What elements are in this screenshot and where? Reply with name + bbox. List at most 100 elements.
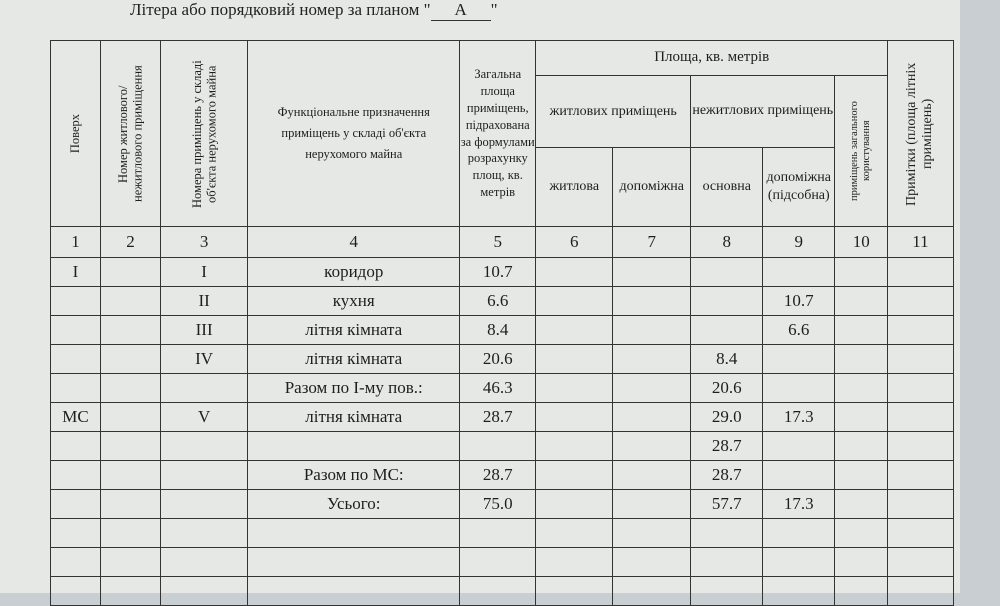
cell: 46.3	[459, 373, 537, 403]
cell	[459, 576, 537, 606]
cell	[100, 518, 161, 548]
cell	[834, 286, 889, 316]
cell: 6.6	[459, 286, 537, 316]
cell	[690, 518, 764, 548]
cell	[459, 547, 537, 577]
cell: 17.3	[762, 489, 836, 519]
cell	[690, 315, 764, 345]
col-header-text: Поверх	[68, 113, 83, 154]
cell	[612, 373, 692, 403]
cell: кухня	[247, 286, 461, 316]
header-letter: А	[430, 0, 491, 21]
cell	[887, 460, 954, 490]
cell	[887, 489, 954, 519]
cell	[159, 576, 249, 606]
col-header-text: приміщень загального користування	[849, 101, 873, 201]
cell	[100, 373, 161, 403]
cell	[887, 373, 954, 403]
cell: Усього:	[247, 489, 461, 519]
cell	[612, 286, 692, 316]
cell	[100, 431, 161, 461]
cell	[159, 489, 249, 519]
cell	[762, 576, 836, 606]
cell	[762, 518, 836, 548]
cell	[612, 257, 692, 287]
col-header: Загальна площа приміщень, підрахована за…	[459, 40, 537, 227]
table-row: Усього: 75.0 57.7 17.3	[50, 489, 954, 519]
room-table: Поверх Номер житлового/ нежитлового прим…	[50, 40, 954, 606]
cell	[762, 344, 836, 374]
cell	[535, 286, 614, 316]
cell	[159, 547, 249, 577]
cell	[100, 460, 161, 490]
cell	[159, 518, 249, 548]
cell	[535, 547, 614, 577]
column-number: 10	[834, 226, 889, 258]
cell: 6.6	[762, 315, 836, 345]
cell	[612, 518, 692, 548]
cell: Разом по МС:	[247, 460, 461, 490]
cell: II	[159, 286, 249, 316]
column-number: 6	[535, 226, 614, 258]
cell: IV	[159, 344, 249, 374]
cell	[100, 257, 161, 287]
cell: V	[159, 402, 249, 432]
column-number: 9	[762, 226, 836, 258]
cell: коридор	[247, 257, 461, 287]
group-header: Площа, кв. метрів	[535, 40, 889, 76]
cell	[50, 431, 101, 461]
cell	[247, 518, 461, 548]
cell: 10.7	[762, 286, 836, 316]
header-label: Літера або порядковий номер за планом "	[130, 0, 431, 19]
col-header: Номер житлового/ нежитлового приміщення	[100, 40, 161, 227]
header: Літера або порядковий номер за планом " А…	[130, 0, 498, 21]
cell	[159, 373, 249, 403]
cell	[535, 460, 614, 490]
cell	[762, 547, 836, 577]
cell	[612, 315, 692, 345]
cell: 20.6	[690, 373, 764, 403]
cell: 17.3	[762, 402, 836, 432]
cell	[887, 576, 954, 606]
cell: Разом по І-му пов.:	[247, 373, 461, 403]
cell	[612, 431, 692, 461]
cell: I	[159, 257, 249, 287]
header-close: "	[490, 0, 498, 19]
cell	[887, 257, 954, 287]
cell: I	[50, 257, 101, 287]
column-number: 4	[247, 226, 461, 258]
cell	[159, 431, 249, 461]
col-header: Поверх	[50, 40, 101, 227]
cell	[50, 547, 101, 577]
cell	[834, 373, 889, 403]
table-row: 28.7	[50, 431, 954, 461]
cell	[887, 518, 954, 548]
cell: 8.4	[459, 315, 537, 345]
cell	[247, 547, 461, 577]
cell	[535, 315, 614, 345]
cell	[535, 576, 614, 606]
cell: 29.0	[690, 402, 764, 432]
column-number: 7	[612, 226, 692, 258]
cell	[612, 489, 692, 519]
cell: 20.6	[459, 344, 537, 374]
cell	[50, 518, 101, 548]
col-header-text: Номера приміщень у складі об'єкта нерухо…	[189, 59, 219, 208]
cell	[887, 315, 954, 345]
col-header: допоміжна	[612, 147, 692, 227]
cell: 28.7	[459, 402, 537, 432]
cell	[100, 489, 161, 519]
cell	[887, 431, 954, 461]
cell	[459, 518, 537, 548]
cell	[100, 286, 161, 316]
cell	[50, 315, 101, 345]
col-header: основна	[690, 147, 764, 227]
cell	[834, 489, 889, 519]
col-header: житлова	[535, 147, 614, 227]
cell	[50, 460, 101, 490]
cell	[690, 257, 764, 287]
paper: Літера або порядковий номер за планом " А…	[0, 0, 960, 606]
group-header: нежитлових приміщень	[690, 74, 836, 149]
page: Літера або порядковий номер за планом " А…	[0, 0, 960, 606]
